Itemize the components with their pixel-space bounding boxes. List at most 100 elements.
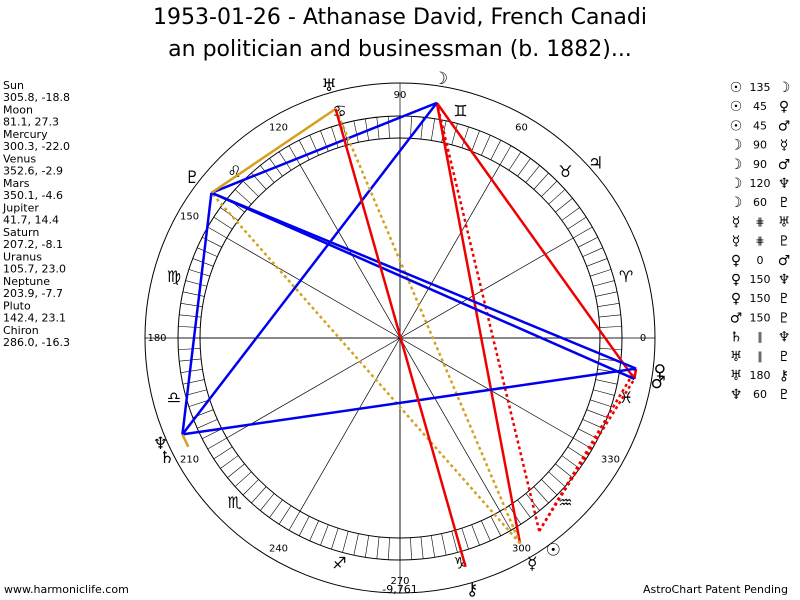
- aspect-value: 60: [753, 196, 767, 209]
- planet-position: 142.4, 23.1: [3, 312, 66, 325]
- ring-hatch: [430, 535, 436, 558]
- aspect-from: ☉: [730, 99, 743, 115]
- aspect-line: [181, 102, 438, 436]
- ring-hatch: [182, 379, 205, 385]
- ring-hatch: [597, 302, 620, 308]
- aspect-value: 150: [750, 311, 771, 324]
- title-line: 1953-01-26 - Athanase David, French Cana…: [153, 5, 647, 30]
- ring-hatch: [220, 455, 239, 469]
- footer-right: AstroChart Patent Pending: [643, 583, 788, 596]
- planet-glyph: ☿: [527, 554, 537, 574]
- ring-hatch: [298, 516, 310, 536]
- planet-name: Mars: [3, 177, 30, 190]
- ring-hatch: [388, 537, 390, 560]
- planet-position: 305.8, -18.8: [3, 91, 70, 104]
- degree-label: 0: [640, 333, 646, 344]
- ring-hatch: [188, 269, 210, 277]
- aspect-line: [435, 102, 522, 544]
- aspect-from: ♂: [730, 310, 743, 326]
- ring-hatch: [188, 399, 210, 407]
- ring-hatch: [182, 291, 205, 297]
- ring-hatch: [586, 258, 608, 267]
- degree-label: 270: [390, 576, 409, 587]
- aspect-to: ⚷: [779, 368, 789, 384]
- ring-hatch: [590, 399, 612, 407]
- ring-hatch: [499, 511, 512, 531]
- ring-hatch: [430, 118, 436, 141]
- degree-label: 210: [180, 455, 199, 466]
- ring-hatch: [548, 189, 566, 205]
- ring-hatch: [178, 326, 201, 328]
- aspect-from: ☽: [730, 138, 743, 154]
- ring-hatch: [548, 471, 566, 487]
- ring-hatch: [586, 409, 608, 418]
- ring-hatch: [555, 463, 573, 478]
- aspect-to: ♇: [778, 349, 791, 365]
- aspect-value: 135: [750, 81, 771, 94]
- aspect-from: ♆: [730, 387, 743, 403]
- ring-hatch: [578, 236, 598, 248]
- footer-left: www.harmoniclife.com: [4, 583, 129, 596]
- zodiac-sign: ♋: [332, 101, 346, 120]
- ring-hatch: [533, 486, 549, 504]
- zodiac-sign: ♒: [558, 493, 572, 512]
- aspect-value: 150: [750, 273, 771, 286]
- ring-hatch: [490, 516, 502, 536]
- aspect-to: ♇: [778, 387, 791, 403]
- ring-hatch: [331, 126, 339, 148]
- ring-hatch: [376, 117, 380, 140]
- planet-glyph: ⚷: [466, 580, 478, 600]
- aspect-to: ♇: [778, 291, 791, 307]
- aspect-value: ⋕: [755, 235, 764, 248]
- ring-hatch: [353, 533, 359, 556]
- planet-glyph: ☽: [433, 69, 448, 89]
- aspect-value: 90: [753, 158, 767, 171]
- aspect-value: ∥: [757, 350, 763, 363]
- ring-hatch: [525, 165, 540, 183]
- ring-hatch: [251, 486, 267, 504]
- planet-position: 350.1, -4.6: [3, 189, 63, 202]
- ring-hatch: [451, 123, 458, 145]
- degree-label: 90: [394, 90, 407, 101]
- ring-hatch: [525, 493, 540, 511]
- ring-hatch: [582, 247, 603, 257]
- ring-hatch: [573, 226, 593, 239]
- zodiac-sign: ♉: [558, 162, 572, 181]
- zodiac-sign: ♍: [167, 267, 181, 286]
- degree-label: 150: [180, 212, 199, 223]
- ring-hatch: [599, 326, 622, 328]
- ring-hatch: [185, 280, 207, 287]
- degree-label: 120: [269, 123, 288, 134]
- aspect-line: [334, 108, 467, 568]
- planet-position: 41.7, 14.4: [3, 214, 59, 227]
- aspect-value: 180: [750, 369, 771, 382]
- aspect-from: ☉: [730, 118, 743, 134]
- aspect-value: 90: [753, 139, 767, 152]
- planet-glyph: ♄: [159, 448, 174, 468]
- ring-hatch: [471, 130, 480, 152]
- zodiac-sign: ♓: [619, 388, 633, 407]
- ring-hatch: [567, 216, 587, 230]
- degree-label: 60: [515, 123, 528, 134]
- zodiac-sign: ♊: [453, 101, 467, 120]
- aspect-from: ♄: [730, 330, 743, 346]
- ring-hatch: [288, 511, 301, 531]
- ring-hatch: [202, 428, 222, 440]
- planet-position: 105.7, 23.0: [3, 263, 66, 276]
- aspect-to: ♆: [778, 330, 791, 346]
- ring-hatch: [410, 116, 412, 139]
- planet-glyph: ♃: [588, 154, 603, 174]
- planet-name: Sun: [3, 79, 24, 92]
- aspect-to: ☽: [778, 80, 791, 96]
- ring-hatch: [593, 389, 615, 396]
- ring-hatch: [481, 520, 491, 541]
- ring-hatch: [320, 524, 329, 546]
- planet-glyph: ♀: [654, 362, 666, 382]
- ring-hatch: [197, 419, 218, 429]
- ring-hatch: [599, 348, 622, 350]
- planet-name: Chiron: [3, 324, 39, 337]
- zodiac-sign: ♌: [227, 162, 241, 181]
- ring-hatch: [278, 505, 292, 525]
- ring-hatch: [298, 140, 310, 160]
